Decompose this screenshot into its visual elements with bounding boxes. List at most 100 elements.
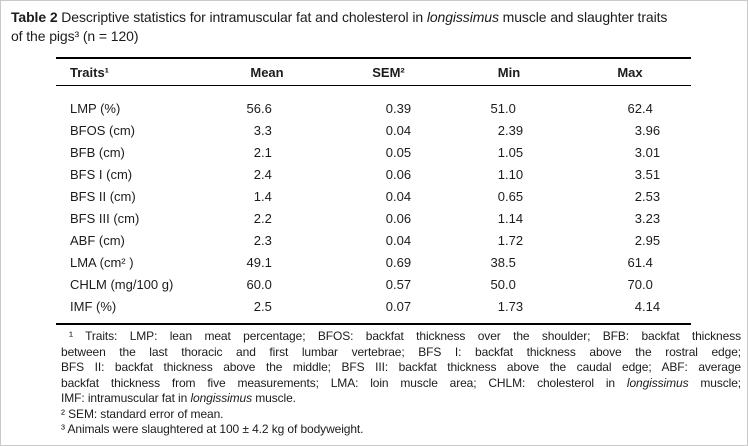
footnotes: ¹ Traits: LMP: lean meat percentage; BFO…: [61, 329, 741, 438]
text-run: ¹ Traits: LMP: lean meat percentage; BFO…: [69, 329, 741, 343]
text-run: between the last thoracic and first lumb…: [61, 344, 741, 359]
numeric-value: 3.23: [634, 211, 661, 226]
value-cell: 3.51: [569, 164, 691, 186]
value-cell: 2.3: [206, 230, 328, 252]
value-cell: 50.0: [449, 274, 569, 296]
numeric-value: 2.3: [253, 233, 272, 248]
table-row: ABF (cm) 2.3 0.04 1.72 2.95: [56, 230, 691, 252]
numeric-value: 1.72: [497, 233, 524, 248]
numeric-value: 0.57: [385, 277, 412, 292]
value-cell: 1.4: [206, 186, 328, 208]
value-cell: 56.6: [206, 86, 328, 121]
value-cell: 0.06: [328, 164, 449, 186]
numeric-value: 0.06: [385, 167, 412, 182]
value-cell: 3.96: [569, 120, 691, 142]
text-run: muscle;: [688, 375, 741, 390]
value-cell: 2.5: [206, 296, 328, 324]
value-cell: 0.39: [328, 86, 449, 121]
numeric-value: 0.65: [497, 189, 524, 204]
numeric-value: 2.39: [497, 123, 524, 138]
value-cell: 70.0: [569, 274, 691, 296]
numeric-value: 3.96: [634, 123, 661, 138]
column-header-mean: Mean: [250, 65, 284, 80]
header-row: Traits¹ Mean SEM² Min Max: [56, 58, 691, 86]
value-cell: 2.39: [449, 120, 569, 142]
numeric-value: 0.69: [385, 255, 412, 270]
column-header-min: Min: [497, 65, 521, 80]
trait-cell: BFS I (cm): [70, 167, 133, 182]
numeric-value: 1.14: [497, 211, 524, 226]
value-cell: 1.14: [449, 208, 569, 230]
text-run: ³ Animals were slaughtered at 100 ± 4.2 …: [61, 422, 364, 436]
caption-line-2: of the pigs³ (n = 120): [11, 27, 737, 46]
value-cell: 49.1: [206, 252, 328, 274]
numeric-value: 0.04: [385, 123, 412, 138]
trait-cell: ABF (cm): [70, 233, 125, 248]
numeric-value: 1.73: [497, 299, 524, 314]
numeric-value: 1.05: [497, 145, 524, 160]
caption-line-1: Table 2 Descriptive statistics for intra…: [11, 8, 737, 27]
text-run: Table 2: [11, 9, 62, 25]
value-cell: 0.57: [328, 274, 449, 296]
table-row: BFS II (cm) 1.4 0.04 0.65 2.53: [56, 186, 691, 208]
value-cell: 0.65: [449, 186, 569, 208]
value-cell: 2.95: [569, 230, 691, 252]
value-cell: 2.2: [206, 208, 328, 230]
numeric-value: 49.1: [246, 255, 272, 270]
table-row: IMF (%) 2.5 0.07 1.73 4.14: [56, 296, 691, 324]
value-cell: 38.5: [449, 252, 569, 274]
value-cell: 0.07: [328, 296, 449, 324]
trait-cell: BFB (cm): [70, 145, 125, 160]
value-cell: 2.53: [569, 186, 691, 208]
value-cell: 0.04: [328, 230, 449, 252]
numeric-value: 3.01: [634, 145, 661, 160]
value-cell: 0.04: [328, 186, 449, 208]
text-run: muscle.: [252, 391, 296, 405]
footnote-1-line-1: ¹ Traits: LMP: lean meat percentage; BFO…: [61, 329, 741, 345]
table-caption: Table 2 Descriptive statistics for intra…: [1, 1, 747, 46]
text-run: longissimus: [426, 9, 499, 25]
table-body: LMP (%) 56.6 0.39 51.0 62.4 BFOS (cm) 3.3 0.04 2…: [56, 86, 691, 324]
value-cell: 51.0: [449, 86, 569, 121]
value-cell: 1.10: [449, 164, 569, 186]
value-cell: 60.0: [206, 274, 328, 296]
text-run: muscle and slaughter traits: [498, 9, 668, 25]
table-row: CHLM (mg/100 g) 60.0 0.57 50.0 70.0: [56, 274, 691, 296]
numeric-value: 62.4: [627, 101, 653, 116]
numeric-value: 51.0: [490, 101, 516, 116]
value-cell: 0.06: [328, 208, 449, 230]
value-cell: 1.73: [449, 296, 569, 324]
value-cell: 62.4: [569, 86, 691, 121]
footnote-1-line-5: IMF: intramuscular fat in longissimus mu…: [61, 391, 741, 407]
table-row: BFB (cm) 2.1 0.05 1.05 3.01: [56, 142, 691, 164]
trait-cell: BFOS (cm): [70, 123, 135, 138]
value-cell: 0.05: [328, 142, 449, 164]
value-cell: 1.05: [449, 142, 569, 164]
numeric-value: 2.5: [253, 299, 272, 314]
trait-cell: LMA (cm² ): [70, 255, 134, 270]
table-row: BFS III (cm) 2.2 0.06 1.14 3.23: [56, 208, 691, 230]
trait-cell: IMF (%): [70, 299, 117, 314]
value-cell: 0.69: [328, 252, 449, 274]
column-header-traits: Traits¹: [70, 65, 110, 80]
numeric-value: 0.05: [385, 145, 412, 160]
footnote-1-line-4: backfat thickness from five measurements…: [61, 376, 741, 392]
numeric-value: 0.39: [385, 101, 412, 116]
numeric-value: 0.06: [385, 211, 412, 226]
text-run: longissimus: [626, 375, 689, 390]
value-cell: 4.14: [569, 296, 691, 324]
trait-cell: CHLM (mg/100 g): [70, 277, 174, 292]
numeric-value: 56.6: [246, 101, 272, 116]
numeric-value: 3.51: [634, 167, 661, 182]
trait-cell: BFS II (cm): [70, 189, 136, 204]
numeric-value: 3.3: [253, 123, 272, 138]
trait-cell: BFS III (cm): [70, 211, 140, 226]
numeric-value: 70.0: [627, 277, 653, 292]
text-run: longissimus: [190, 391, 253, 405]
value-cell: 61.4: [569, 252, 691, 274]
numeric-value: 2.53: [634, 189, 661, 204]
table-row: LMA (cm² ) 49.1 0.69 38.5 61.4: [56, 252, 691, 274]
value-cell: 3.3: [206, 120, 328, 142]
numeric-value: 50.0: [490, 277, 516, 292]
